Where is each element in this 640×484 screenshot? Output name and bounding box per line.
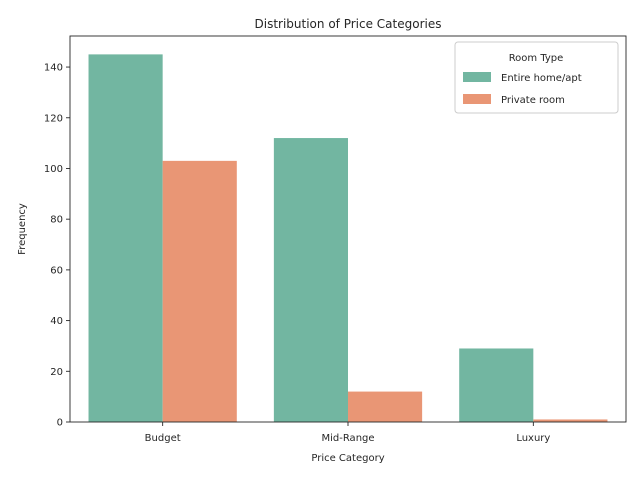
bar-private-room-mid-range (348, 391, 423, 422)
chart-title: Distribution of Price Categories (255, 17, 442, 31)
legend-entry-label: Entire home/apt (501, 73, 582, 84)
bar-entire-home-apt-budget (88, 54, 163, 422)
bar-entire-home-apt-mid-range (273, 138, 348, 423)
y-tick-label: 60 (50, 265, 63, 276)
y-tick-label: 140 (44, 63, 63, 74)
legend-swatch (463, 94, 491, 104)
x-tick-label: Luxury (516, 433, 550, 444)
y-tick-label: 40 (50, 316, 63, 327)
y-tick-label: 80 (50, 215, 63, 226)
x-tick-label: Budget (145, 433, 181, 444)
y-tick-label: 120 (44, 113, 63, 124)
legend: Room Type Entire home/apt Private room (454, 41, 619, 114)
plot-area (69, 35, 627, 423)
legend-frame (454, 41, 619, 114)
y-tick-label: 20 (50, 367, 63, 378)
legend-entry-label: Private room (501, 95, 565, 106)
bar-private-room-luxury (533, 419, 608, 422)
y-tick-label: 0 (57, 418, 63, 429)
legend-swatch (463, 72, 491, 82)
legend-items: Entire home/apt Private room (463, 72, 582, 106)
y-tick-label: 100 (44, 164, 63, 175)
x-axis: Budget Mid-Range Luxury (145, 422, 550, 444)
bar-entire-home-apt-luxury (459, 348, 534, 422)
legend-title: Room Type (509, 53, 564, 64)
x-tick-label: Mid-Range (321, 433, 374, 444)
y-axis-label: Frequency (17, 203, 28, 255)
bar-private-room-budget (162, 160, 237, 423)
y-axis: 0 20 40 60 80 100 120 140 (44, 63, 70, 429)
x-axis-label: Price Category (311, 453, 384, 464)
